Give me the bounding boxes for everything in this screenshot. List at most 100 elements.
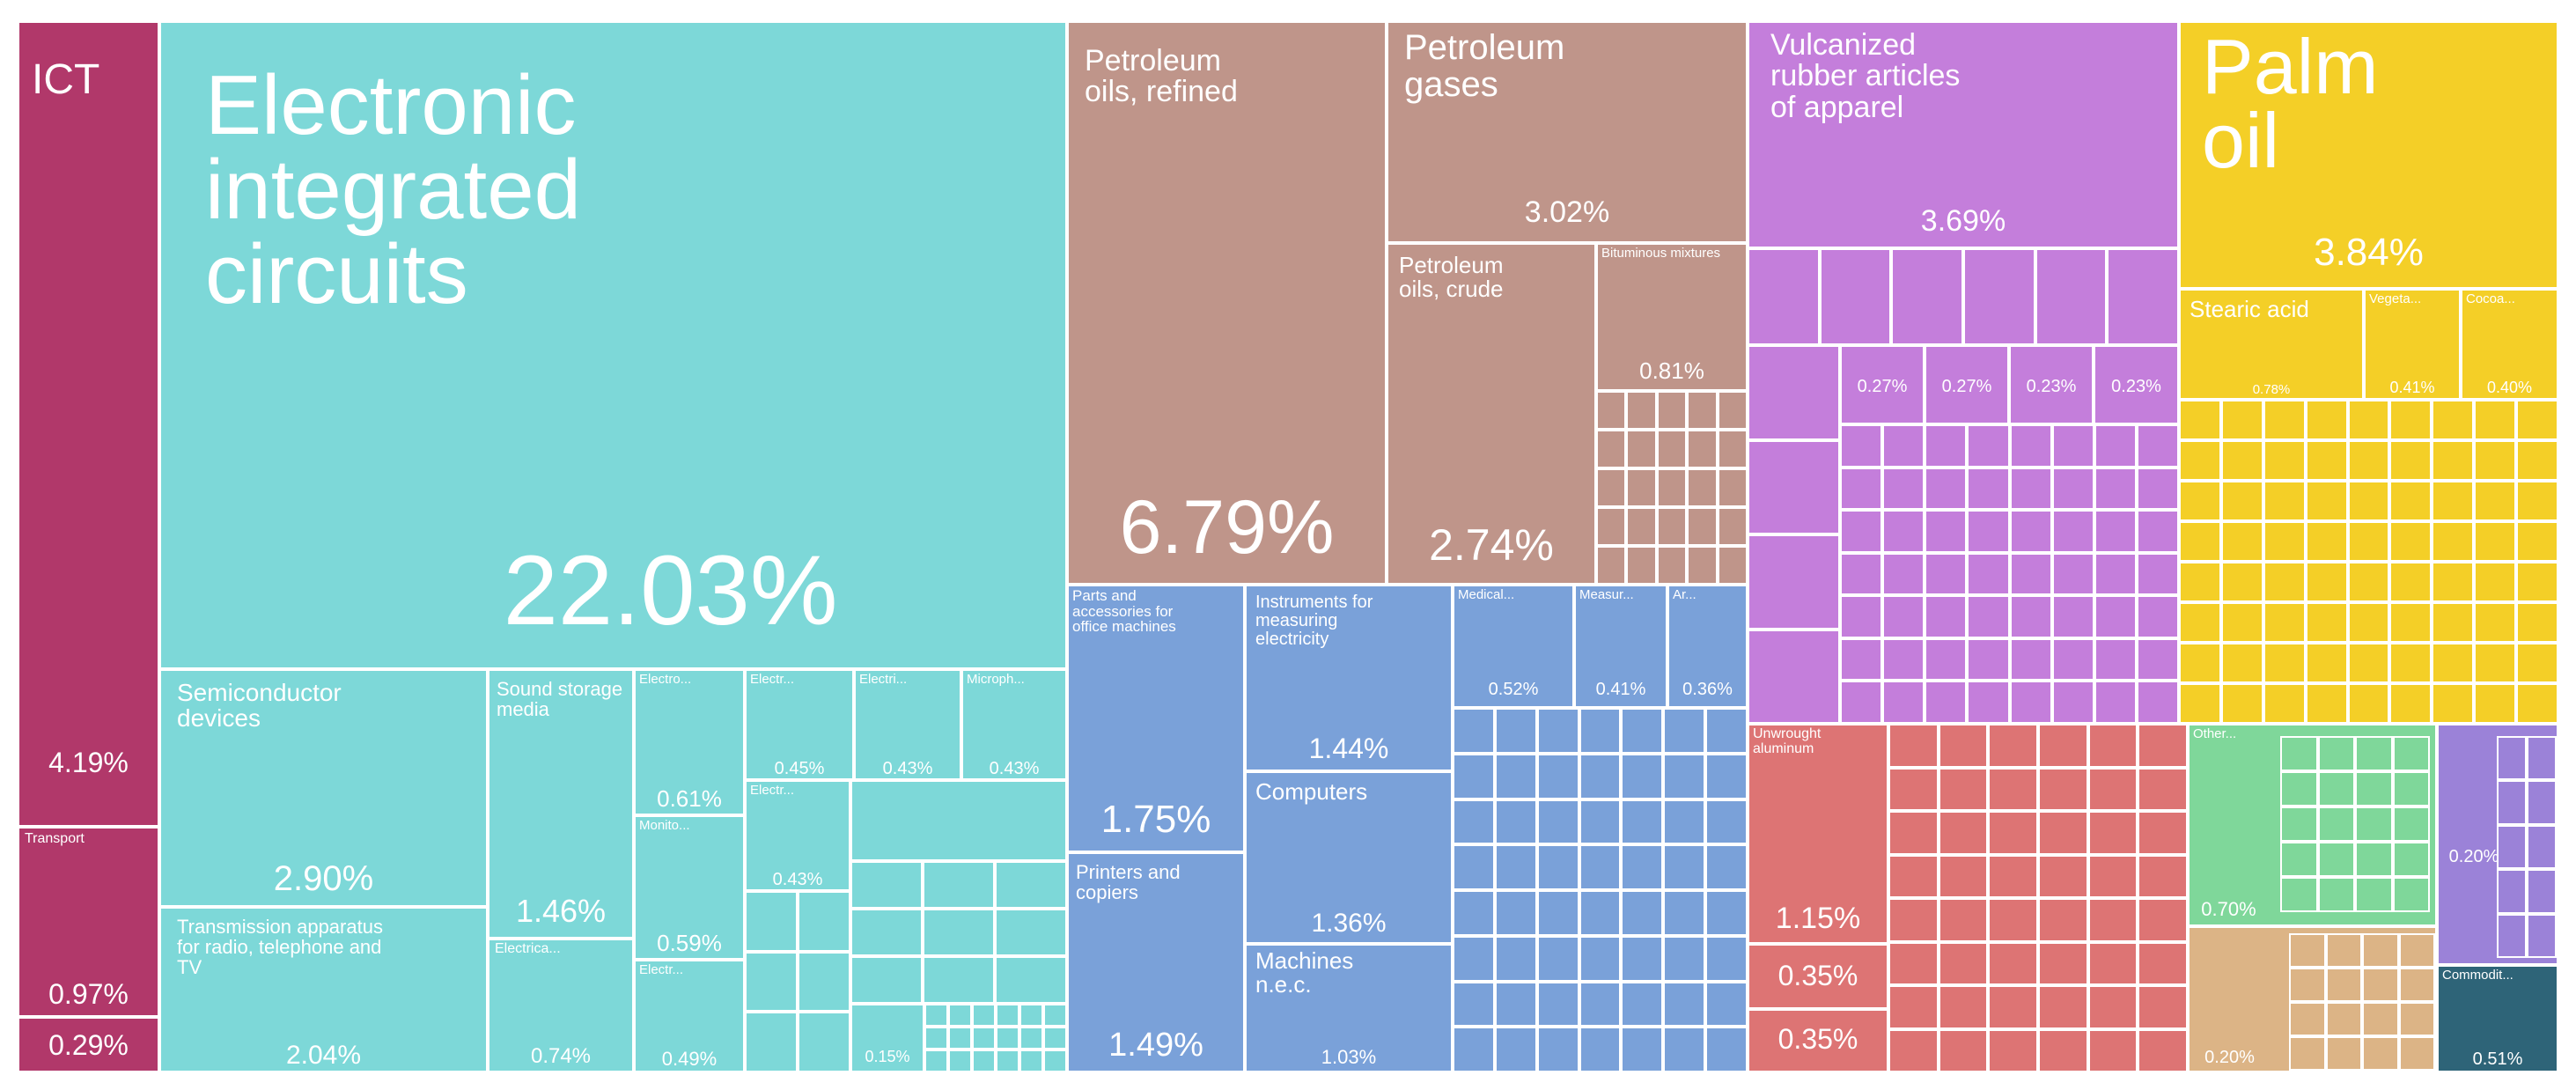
product-cell[interactable] — [2347, 683, 2390, 724]
product-cell[interactable] — [2220, 602, 2263, 643]
product-cell[interactable] — [1988, 898, 2038, 942]
product-cell[interactable] — [2432, 440, 2475, 481]
product-cell[interactable] — [2051, 467, 2094, 511]
product-cell[interactable] — [1626, 430, 1657, 468]
product-cell[interactable] — [798, 951, 850, 1013]
product-cell[interactable] — [924, 1004, 948, 1027]
product-cell[interactable] — [1626, 546, 1657, 585]
tile-petroleum-gases[interactable]: Petroleum gases 3.02% — [1387, 21, 1748, 243]
product-cell[interactable] — [1840, 424, 1883, 468]
product-cell[interactable] — [2263, 562, 2306, 602]
product-cell[interactable] — [2038, 941, 2088, 985]
product-cell[interactable] — [1687, 546, 1718, 585]
tile-rubber-d[interactable]: 0.23% — [2094, 345, 2179, 424]
product-cell[interactable] — [1748, 345, 1840, 440]
tile-tan-group[interactable]: 0.20% — [2188, 926, 2437, 1072]
product-cell[interactable] — [2009, 552, 2052, 596]
product-cell[interactable] — [2038, 985, 2088, 1029]
product-cell[interactable] — [1882, 467, 1925, 511]
product-cell[interactable] — [995, 909, 1067, 956]
product-cell[interactable] — [923, 956, 995, 1004]
product-cell[interactable] — [850, 909, 923, 956]
tile-electr-c[interactable]: Electr... 0.45% — [745, 669, 854, 780]
product-cell[interactable] — [2347, 440, 2390, 481]
product-cell[interactable] — [2035, 248, 2108, 345]
product-cell[interactable] — [2362, 968, 2399, 1002]
product-cell[interactable] — [2138, 811, 2188, 855]
product-cell[interactable] — [1621, 753, 1664, 799]
product-cell[interactable] — [1705, 890, 1748, 936]
product-cell[interactable] — [1536, 890, 1579, 936]
tile-monitors[interactable]: Monito... 0.59% — [634, 815, 745, 960]
tile-metals-b[interactable]: 0.35% — [1748, 1009, 1888, 1072]
product-cell[interactable] — [1687, 468, 1718, 507]
product-cell[interactable] — [2179, 602, 2221, 643]
product-cell[interactable] — [1536, 1027, 1579, 1072]
product-cell[interactable] — [2305, 683, 2348, 724]
product-cell[interactable] — [1705, 935, 1748, 982]
product-cell[interactable] — [1888, 1028, 1939, 1072]
product-cell[interactable] — [2289, 1002, 2326, 1036]
product-cell[interactable] — [1579, 1027, 1622, 1072]
product-cell[interactable] — [2325, 933, 2362, 968]
product-cell[interactable] — [1621, 981, 1664, 1027]
product-cell[interactable] — [1626, 468, 1657, 507]
product-cell[interactable] — [1626, 507, 1657, 546]
product-cell[interactable] — [2094, 637, 2137, 681]
product-cell[interactable] — [1819, 248, 1892, 345]
product-cell[interactable] — [1888, 811, 1939, 855]
product-cell[interactable] — [2009, 595, 2052, 638]
product-cell[interactable] — [2305, 562, 2348, 602]
product-cell[interactable] — [1663, 981, 1706, 1027]
product-cell[interactable] — [2516, 521, 2558, 562]
product-cell[interactable] — [2220, 481, 2263, 521]
product-cell[interactable] — [1938, 985, 1989, 1029]
product-cell[interactable] — [1748, 534, 1840, 630]
product-cell[interactable] — [1453, 799, 1495, 845]
product-cell[interactable] — [1596, 391, 1627, 430]
product-cell[interactable] — [2392, 771, 2430, 806]
product-cell[interactable] — [2527, 824, 2557, 870]
product-cell[interactable] — [2136, 552, 2179, 596]
product-cell[interactable] — [1596, 430, 1627, 468]
product-cell[interactable] — [1621, 708, 1664, 754]
product-cell[interactable] — [2432, 683, 2475, 724]
product-cell[interactable] — [2398, 968, 2435, 1002]
product-cell[interactable] — [2347, 643, 2390, 683]
product-cell[interactable] — [850, 956, 923, 1004]
product-cell[interactable] — [1536, 708, 1579, 754]
tile-sound-storage-media[interactable]: Sound storage media 1.46% — [488, 669, 634, 939]
product-cell[interactable] — [2474, 521, 2517, 562]
product-cell[interactable] — [1453, 753, 1495, 799]
product-cell[interactable] — [2136, 467, 2179, 511]
product-cell[interactable] — [2094, 552, 2137, 596]
tile-semiconductor-devices[interactable]: Semiconductor devices 2.90% — [159, 669, 488, 907]
product-cell[interactable] — [2347, 602, 2390, 643]
product-cell[interactable] — [2051, 510, 2094, 553]
product-cell[interactable] — [2136, 681, 2179, 724]
product-cell[interactable] — [2317, 877, 2355, 912]
product-cell[interactable] — [2087, 811, 2138, 855]
product-cell[interactable] — [1687, 430, 1718, 468]
product-cell[interactable] — [2516, 481, 2558, 521]
product-cell[interactable] — [2527, 736, 2557, 781]
product-cell[interactable] — [2305, 521, 2348, 562]
product-cell[interactable] — [1579, 890, 1622, 936]
product-cell[interactable] — [2009, 510, 2052, 553]
product-cell[interactable] — [1988, 767, 2038, 811]
product-cell[interactable] — [2347, 481, 2390, 521]
tile-cocoa[interactable]: Cocoa... 0.40% — [2461, 289, 2558, 400]
product-cell[interactable] — [2087, 985, 2138, 1029]
product-cell[interactable] — [1840, 552, 1883, 596]
product-cell[interactable] — [2305, 643, 2348, 683]
product-cell[interactable] — [1938, 854, 1989, 898]
product-cell[interactable] — [2094, 681, 2137, 724]
product-cell[interactable] — [1656, 468, 1688, 507]
product-cell[interactable] — [2051, 595, 2094, 638]
product-cell[interactable] — [2398, 1036, 2435, 1071]
product-cell[interactable] — [2516, 440, 2558, 481]
product-cell[interactable] — [2355, 806, 2393, 842]
product-cell[interactable] — [2179, 481, 2221, 521]
product-cell[interactable] — [1663, 844, 1706, 890]
tile-transmission-apparatus[interactable]: Transmission apparatus for radio, teleph… — [159, 907, 488, 1072]
